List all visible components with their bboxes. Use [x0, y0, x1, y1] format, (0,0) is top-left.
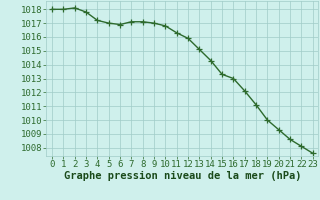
- X-axis label: Graphe pression niveau de la mer (hPa): Graphe pression niveau de la mer (hPa): [64, 171, 301, 181]
